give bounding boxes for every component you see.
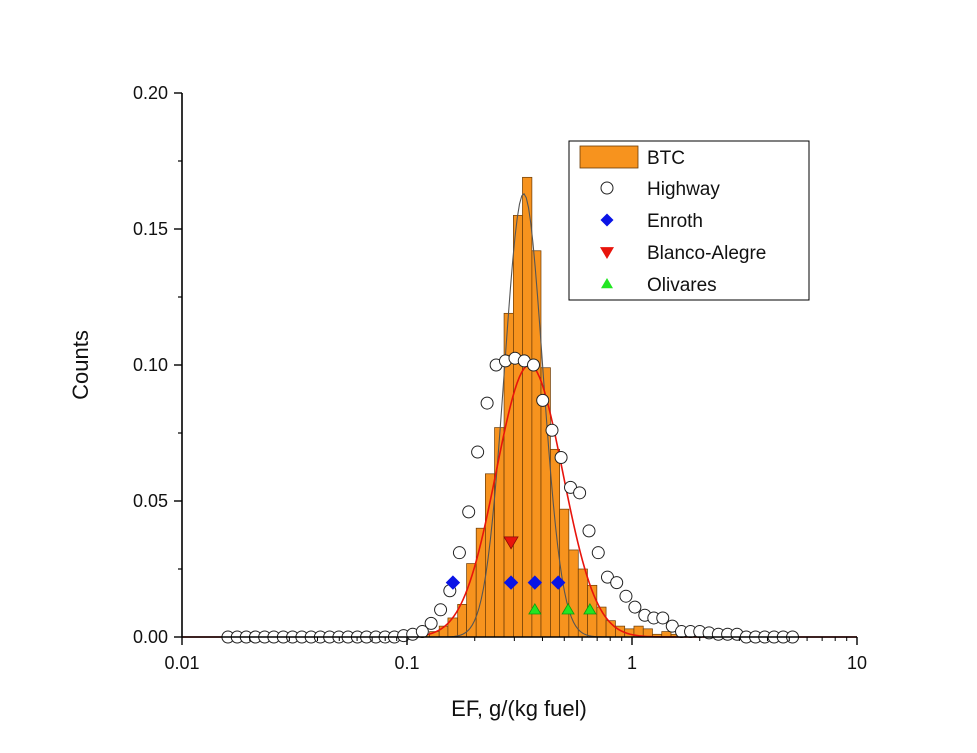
- highway-point: [573, 486, 587, 500]
- olivares-point: [528, 603, 542, 615]
- histogram-bar: [577, 568, 588, 638]
- legend: BTC Highway Enroth Blanco-Alegre Olivares: [568, 140, 810, 301]
- y-tick-label: 0.10: [133, 355, 168, 375]
- legend-swatch-blanco-alegre: [600, 247, 614, 259]
- enroth-point: [503, 575, 519, 590]
- highway-point: [434, 603, 448, 617]
- x-tick-label: 0.1: [394, 653, 419, 673]
- histogram-bar: [513, 215, 523, 638]
- highway-point: [424, 616, 438, 630]
- legend-label: Enroth: [647, 211, 703, 232]
- legend-swatch-olivares: [601, 278, 613, 289]
- blanco-alegre-point: [503, 536, 519, 550]
- x-tick-label: 10: [847, 653, 867, 673]
- highway-point: [462, 505, 476, 519]
- olivares-point: [583, 603, 597, 615]
- highway-point: [628, 600, 642, 614]
- highway-point: [471, 445, 485, 459]
- enroth-point: [445, 575, 461, 590]
- highway-point: [591, 546, 605, 560]
- highway-point: [545, 423, 559, 437]
- legend-swatch-enroth: [600, 213, 614, 227]
- y-tick-label: 0.05: [133, 491, 168, 511]
- highway-point: [527, 358, 541, 372]
- x-axis-title: EF, g/(kg fuel): [451, 696, 587, 721]
- highway-point: [536, 393, 550, 407]
- legend-swatch-highway: [600, 181, 614, 195]
- enroth-point: [551, 575, 566, 590]
- enroth-point: [527, 575, 543, 590]
- x-tick-label: 1: [627, 653, 637, 673]
- legend-label: Blanco-Alegre: [647, 243, 766, 264]
- axis-ticks: 0.00 0.05 0.10 0.15 0.20 0.01 0.1 1 10: [133, 83, 867, 673]
- legend-label: BTC: [647, 148, 685, 169]
- highway-point: [610, 576, 624, 590]
- histogram-bar: [550, 448, 561, 638]
- highway-point: [452, 546, 466, 560]
- highway-point: [619, 589, 633, 603]
- histogram-bar: [568, 549, 579, 638]
- highway-point: [554, 450, 568, 464]
- legend-label: Olivares: [647, 275, 717, 296]
- x-tick-label: 0.01: [164, 653, 199, 673]
- y-tick-label: 0.20: [133, 83, 168, 103]
- olivares-point: [561, 603, 575, 615]
- scatter-markers: [221, 351, 800, 644]
- legend-label: Highway: [647, 179, 720, 200]
- highway-point: [656, 611, 670, 625]
- y-axis-title: Counts: [68, 330, 93, 400]
- y-tick-label: 0.00: [133, 627, 168, 647]
- y-tick-label: 0.15: [133, 219, 168, 239]
- highway-point: [480, 396, 494, 410]
- highway-point: [582, 524, 596, 538]
- legend-swatch-btc: [579, 145, 639, 169]
- histogram-bar: [522, 176, 533, 638]
